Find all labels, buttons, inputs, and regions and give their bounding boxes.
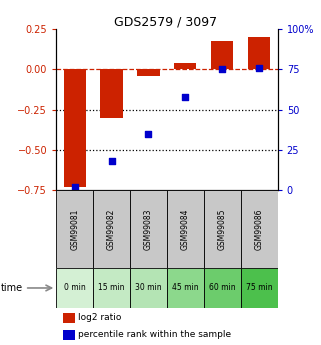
- Text: GSM99082: GSM99082: [107, 208, 116, 250]
- Bar: [204, 190, 241, 268]
- Text: 0 min: 0 min: [64, 284, 85, 293]
- Bar: [93, 190, 130, 268]
- Text: 15 min: 15 min: [98, 284, 125, 293]
- Point: [183, 94, 188, 99]
- Bar: [100, 69, 123, 118]
- Text: GSM99086: GSM99086: [255, 208, 264, 250]
- Bar: [93, 268, 130, 308]
- Text: GSM99085: GSM99085: [218, 208, 227, 250]
- Bar: [167, 190, 204, 268]
- Point: [220, 67, 225, 72]
- Bar: [63, 313, 75, 323]
- Text: 60 min: 60 min: [209, 284, 236, 293]
- Bar: [137, 69, 160, 76]
- Bar: [211, 41, 233, 69]
- Text: percentile rank within the sample: percentile rank within the sample: [78, 330, 231, 339]
- Text: time: time: [1, 283, 23, 293]
- Bar: [64, 69, 86, 187]
- Point: [146, 131, 151, 136]
- Point: [72, 184, 77, 189]
- Text: 75 min: 75 min: [246, 284, 273, 293]
- Text: 30 min: 30 min: [135, 284, 162, 293]
- Bar: [248, 37, 270, 69]
- Bar: [130, 190, 167, 268]
- Bar: [130, 268, 167, 308]
- Bar: [56, 190, 93, 268]
- Text: GSM99084: GSM99084: [181, 208, 190, 250]
- Bar: [167, 268, 204, 308]
- Point: [256, 65, 262, 71]
- Bar: [174, 63, 196, 69]
- Bar: [63, 330, 75, 340]
- Text: GDS2579 / 3097: GDS2579 / 3097: [114, 16, 217, 29]
- Text: GSM99081: GSM99081: [70, 208, 79, 250]
- Text: log2 ratio: log2 ratio: [78, 313, 122, 322]
- Bar: [241, 190, 278, 268]
- Text: 45 min: 45 min: [172, 284, 199, 293]
- Bar: [241, 268, 278, 308]
- Point: [109, 158, 114, 164]
- Text: GSM99083: GSM99083: [144, 208, 153, 250]
- Bar: [56, 268, 93, 308]
- Bar: [204, 268, 241, 308]
